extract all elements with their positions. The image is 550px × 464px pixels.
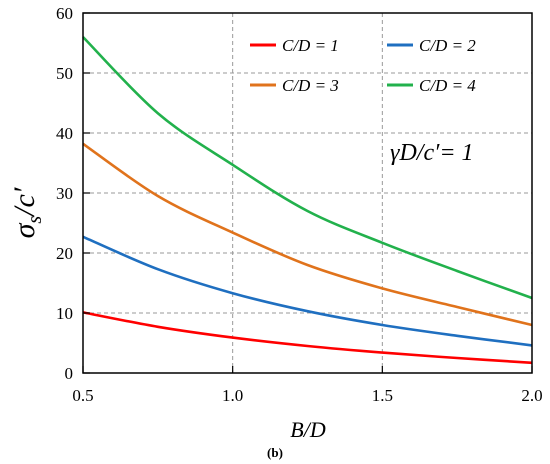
legend-label-2: C/D = 2 bbox=[419, 36, 476, 55]
x-tick-label: 1.0 bbox=[222, 386, 243, 405]
y-axis-label: σs/c′ bbox=[8, 187, 46, 238]
series-line-2 bbox=[82, 235, 533, 347]
grid bbox=[83, 13, 532, 373]
ticks bbox=[82, 12, 533, 374]
y-tick-label: 10 bbox=[56, 304, 73, 323]
legend-label-4: C/D = 4 bbox=[419, 76, 476, 95]
y-tick-label: 50 bbox=[56, 64, 73, 83]
y-tick-label: 40 bbox=[56, 124, 73, 143]
legend: C/D = 1 C/D = 2 C/D = 3 C/D = 4 bbox=[250, 36, 476, 95]
series-line-4 bbox=[82, 36, 533, 300]
tick-labels: 0.5 1.0 1.5 2.0 0 10 20 30 40 50 60 bbox=[56, 4, 543, 405]
figure-caption: (b) bbox=[267, 445, 283, 460]
series-line-3 bbox=[82, 142, 533, 327]
x-tick-label: 2.0 bbox=[521, 386, 542, 405]
y-tick-label: 20 bbox=[56, 244, 73, 263]
annotation-text: γD/c′= 1 bbox=[390, 140, 474, 166]
x-tick-label: 1.5 bbox=[372, 386, 393, 405]
x-axis-label: B/D bbox=[290, 417, 326, 442]
x-tick-label: 0.5 bbox=[72, 386, 93, 405]
legend-label-3: C/D = 3 bbox=[282, 76, 339, 95]
series-line-1 bbox=[82, 311, 533, 365]
y-tick-label: 0 bbox=[65, 364, 74, 383]
y-tick-label: 30 bbox=[56, 184, 73, 203]
y-tick-label: 60 bbox=[56, 4, 73, 23]
series-layer bbox=[82, 36, 533, 365]
legend-label-1: C/D = 1 bbox=[282, 36, 339, 55]
